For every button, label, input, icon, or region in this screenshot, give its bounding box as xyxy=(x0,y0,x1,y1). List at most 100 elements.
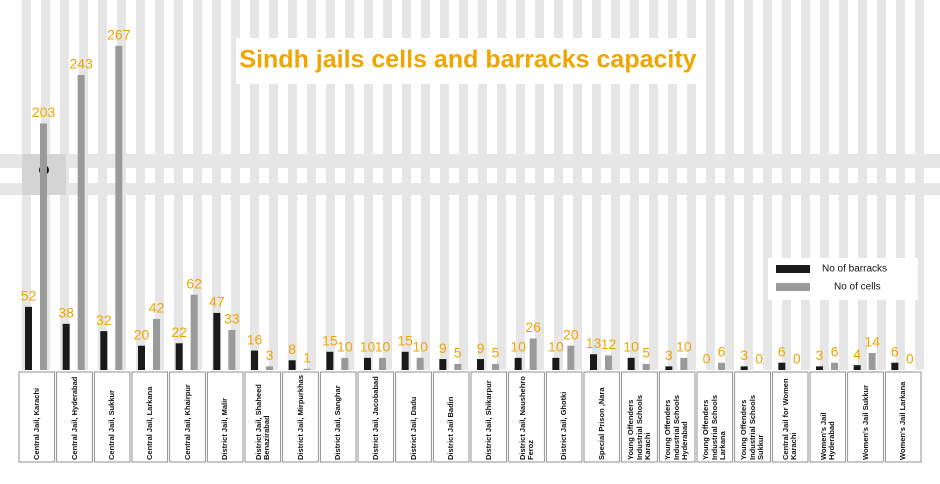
x-tick-label: Young Offenders Industrial Schools Sukku… xyxy=(738,394,765,460)
bar xyxy=(266,366,273,370)
category-box xyxy=(319,371,357,463)
bar xyxy=(831,362,838,370)
value-label: 38 xyxy=(58,305,74,321)
value-label: 0 xyxy=(906,351,914,367)
bar xyxy=(439,359,447,370)
x-tick-label: District Jail, Sanghar xyxy=(333,385,343,460)
value-label: 0 xyxy=(793,351,801,367)
value-label: 62 xyxy=(186,275,202,291)
bar xyxy=(514,357,522,370)
category-box xyxy=(56,371,93,463)
x-tick-label: Young Offenders Industrial Schools Karac… xyxy=(625,394,652,460)
bar xyxy=(115,45,123,371)
value-label: 33 xyxy=(224,311,240,327)
category-box xyxy=(169,371,206,463)
value-label: 10 xyxy=(510,339,526,355)
category-box xyxy=(131,371,169,463)
bar xyxy=(138,345,145,370)
value-label: 0 xyxy=(703,351,711,367)
bar xyxy=(228,329,236,370)
value-label: 10 xyxy=(337,339,353,355)
value-label: 13 xyxy=(586,335,602,351)
value-label: 20 xyxy=(563,326,579,342)
value-label: 14 xyxy=(864,334,880,350)
category-box xyxy=(18,371,56,463)
category-box xyxy=(432,371,470,463)
bar xyxy=(891,362,899,370)
x-tick-label: Women's Jail Hyderabad xyxy=(818,412,837,461)
category-box xyxy=(583,371,621,463)
bar xyxy=(190,294,198,370)
value-label: 5 xyxy=(492,345,500,361)
bar xyxy=(627,357,635,370)
value-label: 5 xyxy=(642,345,650,361)
background-bars xyxy=(0,0,940,370)
legend-swatch xyxy=(776,265,810,273)
value-label: 42 xyxy=(149,300,165,316)
x-tick-label: District Jail Badin xyxy=(446,396,456,460)
category-box xyxy=(282,371,319,463)
value-label: 26 xyxy=(525,319,541,335)
bar xyxy=(605,355,612,370)
x-tick-label: Young Offenders Industrial Schools Hyder… xyxy=(663,394,690,460)
bar xyxy=(62,323,70,370)
bar xyxy=(153,319,160,370)
x-tick-label: Central Jail for Women Karachi xyxy=(780,378,799,460)
category-box xyxy=(93,371,131,463)
value-label: 267 xyxy=(107,26,131,42)
bar xyxy=(379,357,386,370)
x-tick-label: District Jail, Naushehro Feroz xyxy=(517,376,535,460)
value-label: 5 xyxy=(454,345,462,361)
bar xyxy=(853,365,861,370)
bar xyxy=(175,343,183,370)
x-tick-label: District Jail, Shikarpur xyxy=(483,380,493,460)
category-box xyxy=(395,371,432,463)
bar xyxy=(454,363,462,370)
bar xyxy=(567,345,575,370)
value-label: 1 xyxy=(303,349,311,365)
x-tick-label: District Jail, Jacobabad xyxy=(370,376,380,460)
value-label: 4 xyxy=(853,346,861,362)
value-label: 3 xyxy=(266,347,274,363)
x-tick-label: Central Jail, Sukkur xyxy=(107,389,117,460)
title-box xyxy=(236,38,700,84)
category-box xyxy=(809,371,847,463)
value-label: 3 xyxy=(816,347,824,363)
bar xyxy=(77,74,85,370)
category-box xyxy=(658,371,696,463)
value-label: 203 xyxy=(32,104,56,120)
x-tick-label: Central Jail, Karachi xyxy=(31,387,41,460)
category-box xyxy=(847,371,884,463)
value-label: 15 xyxy=(397,332,413,348)
category-box xyxy=(696,371,734,463)
bar xyxy=(251,350,258,370)
x-tick-label: District Jail, Mirpurkhas xyxy=(295,374,305,460)
value-label: 32 xyxy=(96,312,112,328)
bar xyxy=(552,357,560,370)
bar xyxy=(40,123,47,370)
chart-title: Sindh jails cells and barracks capacity xyxy=(239,46,696,74)
legend-label: No of cells xyxy=(834,282,881,293)
x-tick-label: Women's Jail Sukkur xyxy=(860,384,870,460)
bar xyxy=(288,360,296,370)
x-tick-label: District Jail, Malir xyxy=(220,397,230,460)
value-label: 10 xyxy=(623,339,639,355)
bar xyxy=(364,357,371,370)
bar xyxy=(680,357,688,370)
value-label: 9 xyxy=(477,340,485,356)
bar xyxy=(326,351,334,370)
value-label: 6 xyxy=(831,343,839,359)
value-label: 10 xyxy=(412,339,428,355)
value-label: 3 xyxy=(740,347,748,363)
bar xyxy=(740,366,748,370)
x-tick-label: Central Jail, Khairpur xyxy=(182,384,192,460)
value-label: 10 xyxy=(375,339,391,355)
bar xyxy=(816,366,823,370)
bar xyxy=(665,366,673,370)
category-box xyxy=(357,371,395,463)
bar xyxy=(477,359,484,370)
value-label: 12 xyxy=(601,336,617,352)
x-tick-label: Young Offenders Industrial Schools Larka… xyxy=(701,394,728,460)
